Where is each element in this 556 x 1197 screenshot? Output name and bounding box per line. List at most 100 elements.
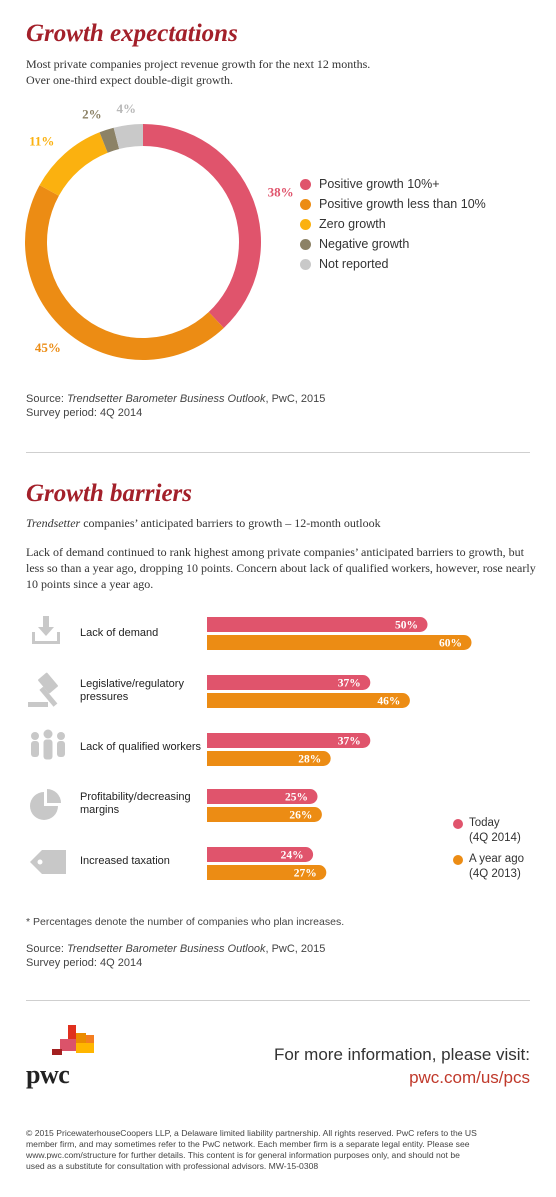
- section-divider: [26, 1000, 530, 1001]
- legend-dot: [300, 258, 311, 270]
- bar-value-label: 37%: [338, 736, 361, 748]
- legend-dot: [300, 178, 311, 190]
- legend-dot: [300, 238, 311, 250]
- copyright-line: www.pwc.com/structure for further detail…: [26, 1150, 460, 1160]
- footnote: * Percentages denote the number of compa…: [26, 916, 345, 928]
- legend-item-today: Today (4Q 2014): [453, 816, 521, 846]
- legend-dot: [453, 819, 463, 829]
- bar-category-line: Lack of demand: [80, 627, 159, 639]
- legend-sublabel: (4Q 2014): [469, 832, 521, 844]
- legend-item: Not reported: [300, 254, 486, 274]
- survey-period: Survey period: 4Q 2014: [26, 957, 143, 969]
- bar-value-label: 25%: [285, 792, 308, 804]
- legend-dot: [300, 218, 311, 230]
- donut-slice: [143, 124, 262, 329]
- copyright-line: © 2015 PricewaterhouseCoopers LLP, a Del…: [26, 1128, 477, 1138]
- section-body: Lack of demand continued to rank highest…: [26, 544, 536, 592]
- bar-category-line: Lack of qualified workers: [80, 741, 202, 753]
- legend-sublabel: (4Q 2013): [469, 868, 521, 880]
- donut-legend: Positive growth 10%+ Positive growth less…: [300, 174, 486, 274]
- gavel-icon: [28, 672, 58, 707]
- donut-slice: [39, 132, 108, 196]
- pwc-logo-mark: [52, 1025, 94, 1055]
- copyright-line: used as a substitute for consultation wi…: [26, 1161, 319, 1171]
- bar-category-line: margins: [80, 804, 120, 816]
- bar: [207, 751, 331, 766]
- legend-label: Not reported: [319, 257, 389, 271]
- copyright-notice: © 2015 PricewaterhouseCoopers LLP, a Del…: [26, 1128, 531, 1172]
- bar-value-label: 27%: [294, 868, 317, 880]
- bar-category-label: Legislative/regulatory pressures: [80, 678, 184, 704]
- pie-slice-icon: [30, 789, 61, 820]
- legend-label: A year ago: [469, 853, 524, 865]
- donut-slice-label: 11%: [29, 133, 54, 148]
- more-info-text: For more information, please visit:: [273, 1045, 530, 1064]
- bar-value-label: 24%: [281, 850, 304, 862]
- bar-category-label: Increased taxation: [80, 855, 170, 868]
- bar: [207, 693, 410, 708]
- survey-period: Survey period: 4Q 2014: [26, 407, 143, 419]
- legend-item: Negative growth: [300, 234, 486, 254]
- bar-category-line: pressures: [80, 691, 129, 703]
- bar-value-label: 26%: [289, 810, 312, 822]
- more-info-link[interactable]: pwc.com/us/pcs: [409, 1068, 530, 1087]
- price-tag-icon: [30, 850, 66, 874]
- donut-slice: [99, 127, 120, 153]
- body-line: 10 points since a year ago.: [26, 577, 154, 591]
- bar-category-line: Legislative/regulatory: [80, 678, 184, 690]
- donut-slice: [113, 124, 143, 150]
- body-line: Lack of demand continued to rank highest…: [26, 545, 524, 559]
- body-line: less so than a year ago, dropping 10 poi…: [26, 561, 536, 575]
- people-group-icon: [31, 729, 65, 760]
- bar-category-line: Profitability/decreasing: [80, 791, 191, 803]
- legend-label: Today: [469, 817, 500, 829]
- bar: [207, 865, 327, 880]
- intro-line: Most private companies project revenue g…: [26, 57, 371, 71]
- source-note: Source: Trendsetter Barometer Business O…: [26, 942, 325, 957]
- legend-label: Zero growth: [319, 217, 386, 231]
- bar: [207, 635, 472, 650]
- source-title: Trendsetter Barometer Business Outlook: [66, 393, 266, 405]
- pwc-logo-text: pwc: [26, 1060, 70, 1089]
- source-rest: , PwC, 2015: [265, 943, 326, 955]
- legend-label: Positive growth 10%+: [319, 177, 440, 191]
- donut-slice-label: 45%: [35, 340, 61, 355]
- bar-chart: 50% 60% 37% 46% 37% 28% 25% 26% 24% 27%: [207, 617, 472, 880]
- bar-category-label: Lack of demand: [80, 627, 158, 640]
- copyright-line: member firm, and may sometimes refer to …: [26, 1139, 470, 1149]
- intro-line: Over one-third expect double-digit growt…: [26, 73, 233, 87]
- section-title-growth-expectations: Growth expectations: [26, 20, 238, 47]
- bar-value-label: 28%: [298, 754, 321, 766]
- subtitle-emphasis: Trendsetter: [26, 516, 81, 530]
- section-title-growth-barriers: Growth barriers: [26, 480, 193, 507]
- download-tray-icon: [32, 616, 60, 644]
- bar: [207, 807, 322, 822]
- source-note: Source: Trendsetter Barometer Business O…: [26, 392, 325, 407]
- bar: [207, 789, 318, 804]
- section-divider: [26, 452, 530, 453]
- source-title: Trendsetter Barometer Business Outlook: [66, 943, 266, 955]
- legend-label: Positive growth less than 10%: [319, 197, 486, 211]
- bar: [207, 675, 371, 690]
- legend-dot: [300, 198, 311, 210]
- legend-item: Positive growth less than 10%: [300, 194, 486, 214]
- bar-category-line: Increased taxation: [80, 855, 170, 867]
- bar-category-label: Profitability/decreasing margins: [80, 791, 191, 817]
- donut-slice-label: 4%: [116, 101, 136, 116]
- legend-item: Zero growth: [300, 214, 486, 234]
- donut-chart: 38% 45% 11% 2% 4%: [24, 101, 294, 360]
- source-label: Source:: [26, 943, 67, 955]
- bar-category-label: Lack of qualified workers: [80, 741, 201, 754]
- legend-item: Positive growth 10%+: [300, 174, 486, 194]
- legend-item-year-ago: A year ago (4Q 2013): [453, 852, 524, 882]
- bar-value-label: 37%: [338, 678, 361, 690]
- bar-value-label: 60%: [439, 638, 462, 650]
- source-label: Source:: [26, 393, 67, 405]
- source-rest: , PwC, 2015: [265, 393, 326, 405]
- legend-dot: [453, 855, 463, 865]
- bar: [207, 733, 371, 748]
- subtitle-rest: companies’ anticipated barriers to growt…: [80, 516, 381, 530]
- donut-slice-label: 38%: [268, 185, 294, 200]
- donut-slice-label: 2%: [82, 107, 102, 122]
- donut-slice: [24, 185, 224, 360]
